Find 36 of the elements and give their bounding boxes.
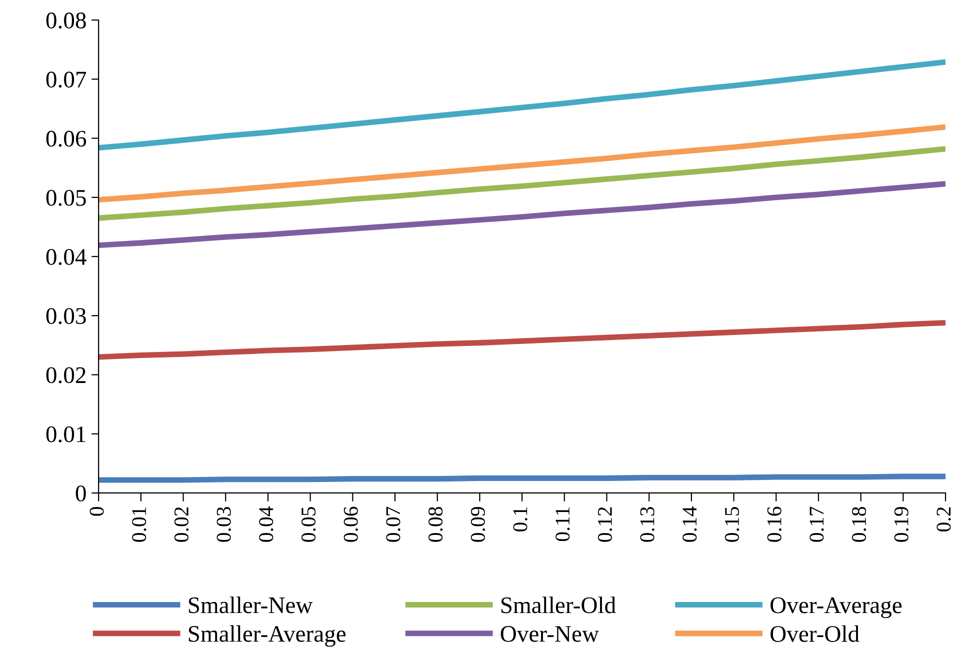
x-tick-label: 0.05 <box>301 506 316 542</box>
x-tick-label: 0.04 <box>259 506 274 542</box>
x-tick-label: 0.17 <box>810 506 824 542</box>
y-tick-label: 0.04 <box>46 249 86 266</box>
legend-label: Over-New <box>500 626 599 642</box>
legend-label: Over-Average <box>770 597 902 618</box>
x-tick-label: 0.08 <box>428 506 443 542</box>
legend-label: Smaller-Old <box>501 596 616 614</box>
x-tick-label: 0 <box>90 506 104 516</box>
x-tick-label: 0.18 <box>852 506 866 542</box>
x-tick-label: 0.07 <box>386 506 400 542</box>
y-tick-label: 0.03 <box>46 308 86 324</box>
legend-label: Smaller-Average <box>188 625 346 647</box>
y-tick-label: 0.08 <box>46 12 86 29</box>
x-tick-label: 0.01 <box>132 507 146 542</box>
y-tick-label: 0.05 <box>46 190 86 206</box>
y-tick-label: 0.01 <box>46 426 86 442</box>
x-tick-label: 0.19 <box>894 507 908 542</box>
x-tick-label: 0.1 <box>513 507 528 532</box>
x-tick-label: 0.16 <box>767 506 782 542</box>
x-tick-label: 0.03 <box>216 506 231 542</box>
x-tick-label: 0.14 <box>682 506 697 542</box>
x-tick-label: 0.02 <box>174 507 189 542</box>
y-tick-label: 0 <box>76 485 86 502</box>
x-tick-label: 0.12 <box>598 507 612 542</box>
y-tick-label: 0.07 <box>46 72 86 88</box>
legend-label: Smaller-New <box>188 596 313 614</box>
y-tick-label: 0.06 <box>46 130 86 147</box>
x-tick-label: 0.06 <box>344 506 358 542</box>
x-tick-label: 0.11 <box>556 507 570 542</box>
x-tick-label: 0.13 <box>640 506 654 542</box>
x-tick-label: 0.15 <box>724 506 740 542</box>
x-tick-label: 0.2 <box>936 507 951 532</box>
legend-label: Over-Old <box>770 625 860 642</box>
x-tick-label: 0.09 <box>470 507 485 542</box>
y-tick-label: 0.02 <box>46 367 86 384</box>
